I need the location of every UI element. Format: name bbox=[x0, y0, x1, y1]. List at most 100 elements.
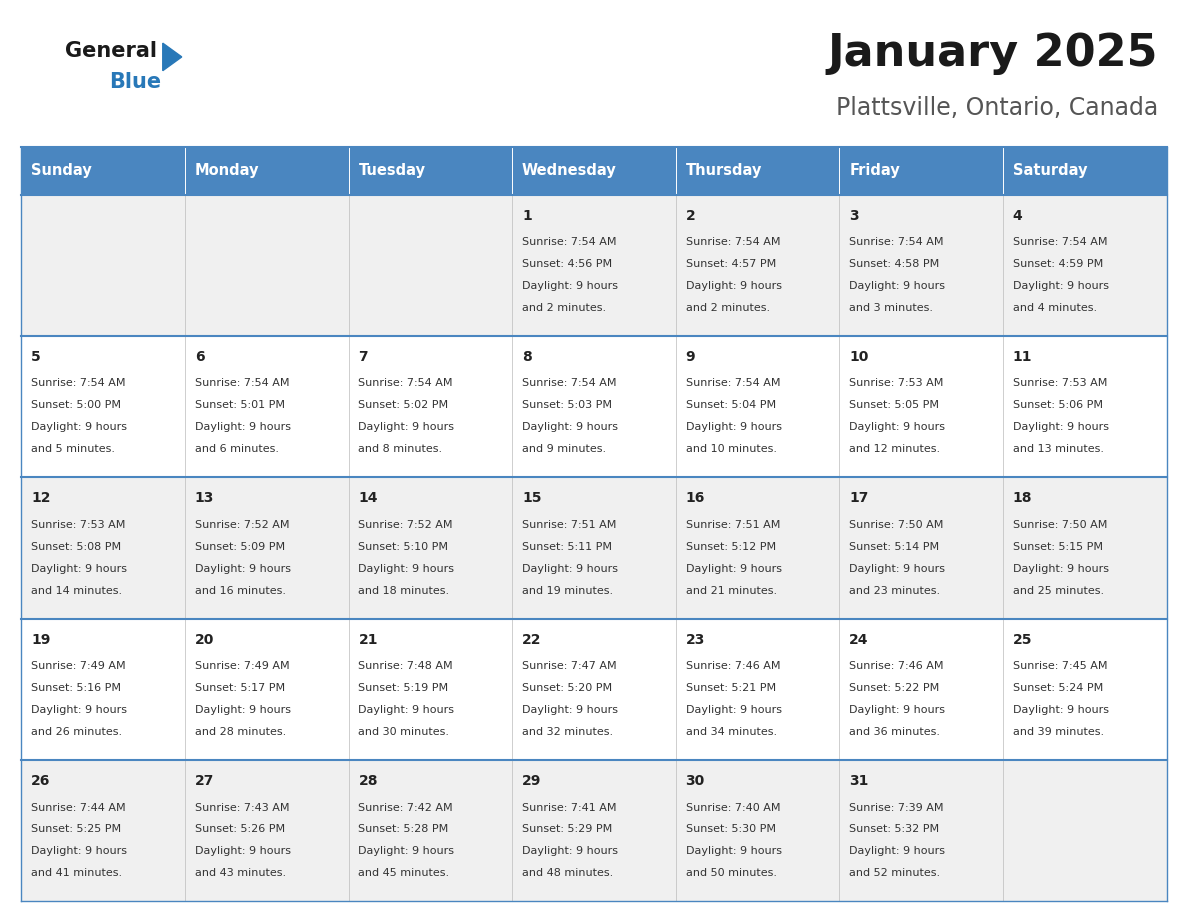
Text: 26: 26 bbox=[31, 774, 51, 789]
Text: Daylight: 9 hours: Daylight: 9 hours bbox=[849, 705, 946, 715]
Text: Sunset: 5:29 PM: Sunset: 5:29 PM bbox=[522, 824, 612, 834]
Text: and 6 minutes.: and 6 minutes. bbox=[195, 444, 279, 454]
Text: Sunset: 4:56 PM: Sunset: 4:56 PM bbox=[522, 259, 612, 269]
FancyBboxPatch shape bbox=[348, 760, 512, 901]
Text: Sunset: 4:57 PM: Sunset: 4:57 PM bbox=[685, 259, 776, 269]
Text: 8: 8 bbox=[522, 350, 532, 364]
Text: and 36 minutes.: and 36 minutes. bbox=[849, 727, 940, 737]
Text: and 12 minutes.: and 12 minutes. bbox=[849, 444, 941, 454]
Text: Daylight: 9 hours: Daylight: 9 hours bbox=[522, 564, 618, 574]
FancyBboxPatch shape bbox=[348, 147, 512, 195]
Text: 7: 7 bbox=[359, 350, 368, 364]
Text: Sunrise: 7:54 AM: Sunrise: 7:54 AM bbox=[685, 378, 781, 388]
FancyBboxPatch shape bbox=[21, 760, 185, 901]
Text: and 28 minutes.: and 28 minutes. bbox=[195, 727, 286, 737]
Text: Daylight: 9 hours: Daylight: 9 hours bbox=[31, 846, 127, 856]
Text: and 32 minutes.: and 32 minutes. bbox=[522, 727, 613, 737]
Text: and 18 minutes.: and 18 minutes. bbox=[359, 586, 449, 596]
Text: Daylight: 9 hours: Daylight: 9 hours bbox=[1013, 422, 1108, 432]
Text: and 52 minutes.: and 52 minutes. bbox=[849, 868, 941, 879]
Text: Daylight: 9 hours: Daylight: 9 hours bbox=[685, 705, 782, 715]
Text: 28: 28 bbox=[359, 774, 378, 789]
Text: General: General bbox=[65, 41, 157, 62]
Text: 13: 13 bbox=[195, 491, 214, 506]
FancyBboxPatch shape bbox=[21, 147, 185, 195]
Text: Sunrise: 7:54 AM: Sunrise: 7:54 AM bbox=[1013, 237, 1107, 247]
Text: Thursday: Thursday bbox=[685, 163, 762, 178]
Text: Sunrise: 7:46 AM: Sunrise: 7:46 AM bbox=[685, 661, 781, 671]
Text: Sunrise: 7:41 AM: Sunrise: 7:41 AM bbox=[522, 802, 617, 812]
Text: 22: 22 bbox=[522, 633, 542, 647]
Text: Daylight: 9 hours: Daylight: 9 hours bbox=[685, 422, 782, 432]
FancyBboxPatch shape bbox=[185, 619, 348, 760]
Text: 19: 19 bbox=[31, 633, 51, 647]
Text: and 41 minutes.: and 41 minutes. bbox=[31, 868, 122, 879]
Text: 14: 14 bbox=[359, 491, 378, 506]
Text: and 4 minutes.: and 4 minutes. bbox=[1013, 303, 1097, 313]
Text: 10: 10 bbox=[849, 350, 868, 364]
Text: Daylight: 9 hours: Daylight: 9 hours bbox=[685, 846, 782, 856]
Text: Daylight: 9 hours: Daylight: 9 hours bbox=[195, 564, 291, 574]
Text: 12: 12 bbox=[31, 491, 51, 506]
FancyBboxPatch shape bbox=[512, 336, 676, 477]
Text: 25: 25 bbox=[1013, 633, 1032, 647]
Text: Sunset: 5:11 PM: Sunset: 5:11 PM bbox=[522, 542, 612, 552]
Text: Friday: Friday bbox=[849, 163, 901, 178]
Text: and 43 minutes.: and 43 minutes. bbox=[195, 868, 286, 879]
Text: Sunrise: 7:53 AM: Sunrise: 7:53 AM bbox=[849, 378, 943, 388]
Text: and 9 minutes.: and 9 minutes. bbox=[522, 444, 606, 454]
FancyBboxPatch shape bbox=[21, 195, 185, 336]
FancyBboxPatch shape bbox=[676, 619, 840, 760]
Text: and 26 minutes.: and 26 minutes. bbox=[31, 727, 122, 737]
Text: Sunset: 5:16 PM: Sunset: 5:16 PM bbox=[31, 683, 121, 693]
Text: Sunrise: 7:46 AM: Sunrise: 7:46 AM bbox=[849, 661, 943, 671]
FancyBboxPatch shape bbox=[840, 195, 1003, 336]
FancyBboxPatch shape bbox=[185, 336, 348, 477]
Text: Sunrise: 7:48 AM: Sunrise: 7:48 AM bbox=[359, 661, 453, 671]
Text: 20: 20 bbox=[195, 633, 214, 647]
Text: 15: 15 bbox=[522, 491, 542, 506]
Text: and 2 minutes.: and 2 minutes. bbox=[685, 303, 770, 313]
FancyBboxPatch shape bbox=[512, 760, 676, 901]
Text: Sunrise: 7:43 AM: Sunrise: 7:43 AM bbox=[195, 802, 290, 812]
Text: Wednesday: Wednesday bbox=[522, 163, 617, 178]
Text: Sunrise: 7:51 AM: Sunrise: 7:51 AM bbox=[685, 520, 781, 530]
Text: Daylight: 9 hours: Daylight: 9 hours bbox=[359, 846, 454, 856]
FancyBboxPatch shape bbox=[348, 195, 512, 336]
Text: Sunrise: 7:50 AM: Sunrise: 7:50 AM bbox=[849, 520, 943, 530]
Text: Sunset: 5:04 PM: Sunset: 5:04 PM bbox=[685, 400, 776, 410]
Text: Daylight: 9 hours: Daylight: 9 hours bbox=[522, 846, 618, 856]
Text: 31: 31 bbox=[849, 774, 868, 789]
Text: Sunrise: 7:39 AM: Sunrise: 7:39 AM bbox=[849, 802, 943, 812]
Text: 9: 9 bbox=[685, 350, 695, 364]
Text: Sunrise: 7:54 AM: Sunrise: 7:54 AM bbox=[195, 378, 290, 388]
Text: Tuesday: Tuesday bbox=[359, 163, 425, 178]
Text: Sunrise: 7:54 AM: Sunrise: 7:54 AM bbox=[359, 378, 453, 388]
Text: Daylight: 9 hours: Daylight: 9 hours bbox=[849, 281, 946, 291]
Text: Sunset: 5:00 PM: Sunset: 5:00 PM bbox=[31, 400, 121, 410]
Text: Daylight: 9 hours: Daylight: 9 hours bbox=[359, 422, 454, 432]
Text: and 3 minutes.: and 3 minutes. bbox=[849, 303, 934, 313]
Text: and 48 minutes.: and 48 minutes. bbox=[522, 868, 613, 879]
Text: Daylight: 9 hours: Daylight: 9 hours bbox=[31, 705, 127, 715]
FancyBboxPatch shape bbox=[512, 477, 676, 619]
Text: 27: 27 bbox=[195, 774, 214, 789]
Text: Daylight: 9 hours: Daylight: 9 hours bbox=[522, 281, 618, 291]
Text: Sunrise: 7:42 AM: Sunrise: 7:42 AM bbox=[359, 802, 453, 812]
FancyBboxPatch shape bbox=[676, 147, 840, 195]
Text: and 39 minutes.: and 39 minutes. bbox=[1013, 727, 1104, 737]
Text: Daylight: 9 hours: Daylight: 9 hours bbox=[849, 564, 946, 574]
Text: 3: 3 bbox=[849, 208, 859, 223]
Text: Sunrise: 7:54 AM: Sunrise: 7:54 AM bbox=[31, 378, 126, 388]
Text: Sunrise: 7:49 AM: Sunrise: 7:49 AM bbox=[195, 661, 290, 671]
Text: Sunrise: 7:47 AM: Sunrise: 7:47 AM bbox=[522, 661, 617, 671]
FancyBboxPatch shape bbox=[348, 619, 512, 760]
Text: Daylight: 9 hours: Daylight: 9 hours bbox=[359, 705, 454, 715]
FancyBboxPatch shape bbox=[840, 619, 1003, 760]
Text: 1: 1 bbox=[522, 208, 532, 223]
Text: Sunrise: 7:54 AM: Sunrise: 7:54 AM bbox=[522, 237, 617, 247]
Text: Sunset: 5:12 PM: Sunset: 5:12 PM bbox=[685, 542, 776, 552]
Text: 29: 29 bbox=[522, 774, 542, 789]
FancyBboxPatch shape bbox=[21, 336, 185, 477]
Text: Sunset: 5:01 PM: Sunset: 5:01 PM bbox=[195, 400, 285, 410]
